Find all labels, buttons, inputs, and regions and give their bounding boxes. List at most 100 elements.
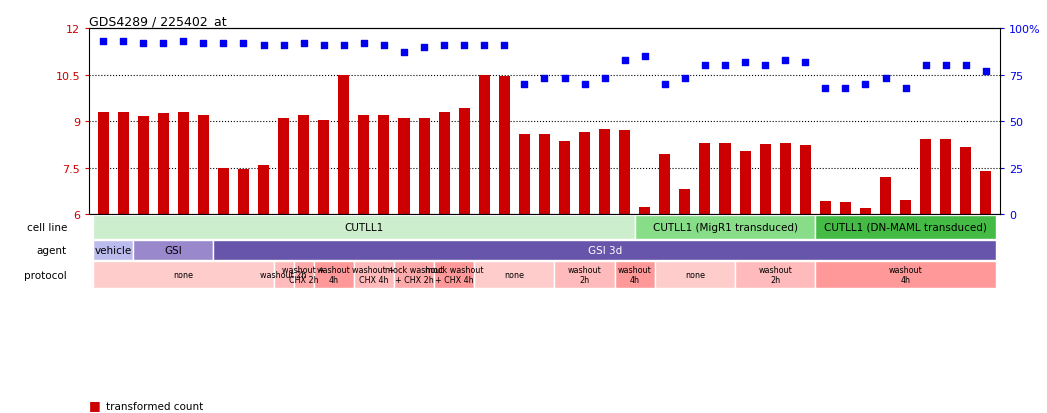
Text: GSI 3d: GSI 3d <box>587 246 622 256</box>
Bar <box>699 144 711 215</box>
Text: washout +
CHX 2h: washout + CHX 2h <box>283 266 326 285</box>
Bar <box>93 262 273 289</box>
Bar <box>634 215 816 240</box>
Bar <box>314 262 354 289</box>
Point <box>536 76 553 83</box>
Text: vehicle: vehicle <box>94 246 132 256</box>
Bar <box>354 262 394 289</box>
Text: washout
2h: washout 2h <box>567 266 601 285</box>
Bar <box>435 262 474 289</box>
Text: CUTLL1 (MigR1 transduced): CUTLL1 (MigR1 transduced) <box>652 222 798 233</box>
Bar <box>137 117 149 215</box>
Point <box>637 54 653 60</box>
Point <box>556 76 573 83</box>
Bar <box>760 145 771 215</box>
Bar <box>478 76 490 215</box>
Text: agent: agent <box>37 246 67 256</box>
Text: transformed count: transformed count <box>106 401 203 411</box>
Text: ■: ■ <box>89 411 101 413</box>
Point <box>897 85 914 92</box>
Bar <box>214 240 996 261</box>
Point <box>356 40 373 47</box>
Bar <box>117 112 129 215</box>
Point <box>837 85 853 92</box>
Point <box>94 38 111 45</box>
Point <box>476 42 493 49</box>
Bar <box>258 166 269 215</box>
Bar <box>198 116 208 215</box>
Bar <box>619 131 630 215</box>
Text: washout
4h: washout 4h <box>317 266 351 285</box>
Bar <box>555 262 615 289</box>
Bar <box>660 154 670 215</box>
Point <box>957 63 974 69</box>
Bar <box>615 262 654 289</box>
Bar <box>519 135 530 215</box>
Point <box>696 63 713 69</box>
Point <box>516 81 533 88</box>
Bar <box>358 116 370 215</box>
Point <box>857 81 874 88</box>
Bar <box>298 116 309 215</box>
Bar <box>559 141 570 215</box>
Point <box>937 63 954 69</box>
Bar <box>158 114 169 215</box>
Bar <box>816 215 996 240</box>
Text: GSI: GSI <box>164 246 182 256</box>
Point <box>335 42 352 49</box>
Bar <box>980 171 992 215</box>
Bar <box>579 133 591 215</box>
Text: washout +
CHX 4h: washout + CHX 4h <box>353 266 396 285</box>
Point <box>255 42 272 49</box>
Bar <box>654 262 735 289</box>
Bar <box>178 112 188 215</box>
Point <box>195 40 211 47</box>
Bar <box>318 120 329 215</box>
Point <box>215 40 231 47</box>
Text: washout 2h: washout 2h <box>261 271 307 280</box>
Point <box>617 57 633 64</box>
Bar <box>459 109 470 215</box>
Bar <box>816 262 996 289</box>
Bar <box>133 240 214 261</box>
Point <box>295 40 312 47</box>
Bar <box>97 112 109 215</box>
Text: washout
4h: washout 4h <box>889 266 922 285</box>
Bar <box>820 202 831 215</box>
Bar <box>640 208 650 215</box>
Point <box>757 63 774 69</box>
Bar <box>238 170 249 215</box>
Point <box>917 63 934 69</box>
Point <box>576 81 593 88</box>
Point <box>175 38 192 45</box>
Bar <box>439 112 449 215</box>
Bar <box>539 135 550 215</box>
Text: mock washout
+ CHX 2h: mock washout + CHX 2h <box>385 266 443 285</box>
Point <box>115 38 132 45</box>
Bar <box>394 262 435 289</box>
Bar <box>780 144 790 215</box>
Text: CUTLL1 (DN-MAML transduced): CUTLL1 (DN-MAML transduced) <box>824 222 987 233</box>
Bar <box>881 178 891 215</box>
Point <box>455 42 472 49</box>
Point <box>236 40 252 47</box>
Bar <box>719 144 731 215</box>
Bar <box>218 169 229 215</box>
Point <box>817 85 833 92</box>
Bar <box>419 119 429 215</box>
Bar <box>399 119 409 215</box>
Point <box>596 76 612 83</box>
Bar <box>840 203 851 215</box>
Bar <box>293 262 314 289</box>
Point <box>676 76 693 83</box>
Point <box>416 44 432 51</box>
Bar <box>960 147 972 215</box>
Bar <box>93 215 634 240</box>
Point <box>396 50 413 57</box>
Text: washout
2h: washout 2h <box>758 266 792 285</box>
Point <box>716 63 733 69</box>
Text: cell line: cell line <box>26 222 67 233</box>
Text: washout
4h: washout 4h <box>618 266 651 285</box>
Bar <box>739 151 751 215</box>
Point <box>777 57 794 64</box>
